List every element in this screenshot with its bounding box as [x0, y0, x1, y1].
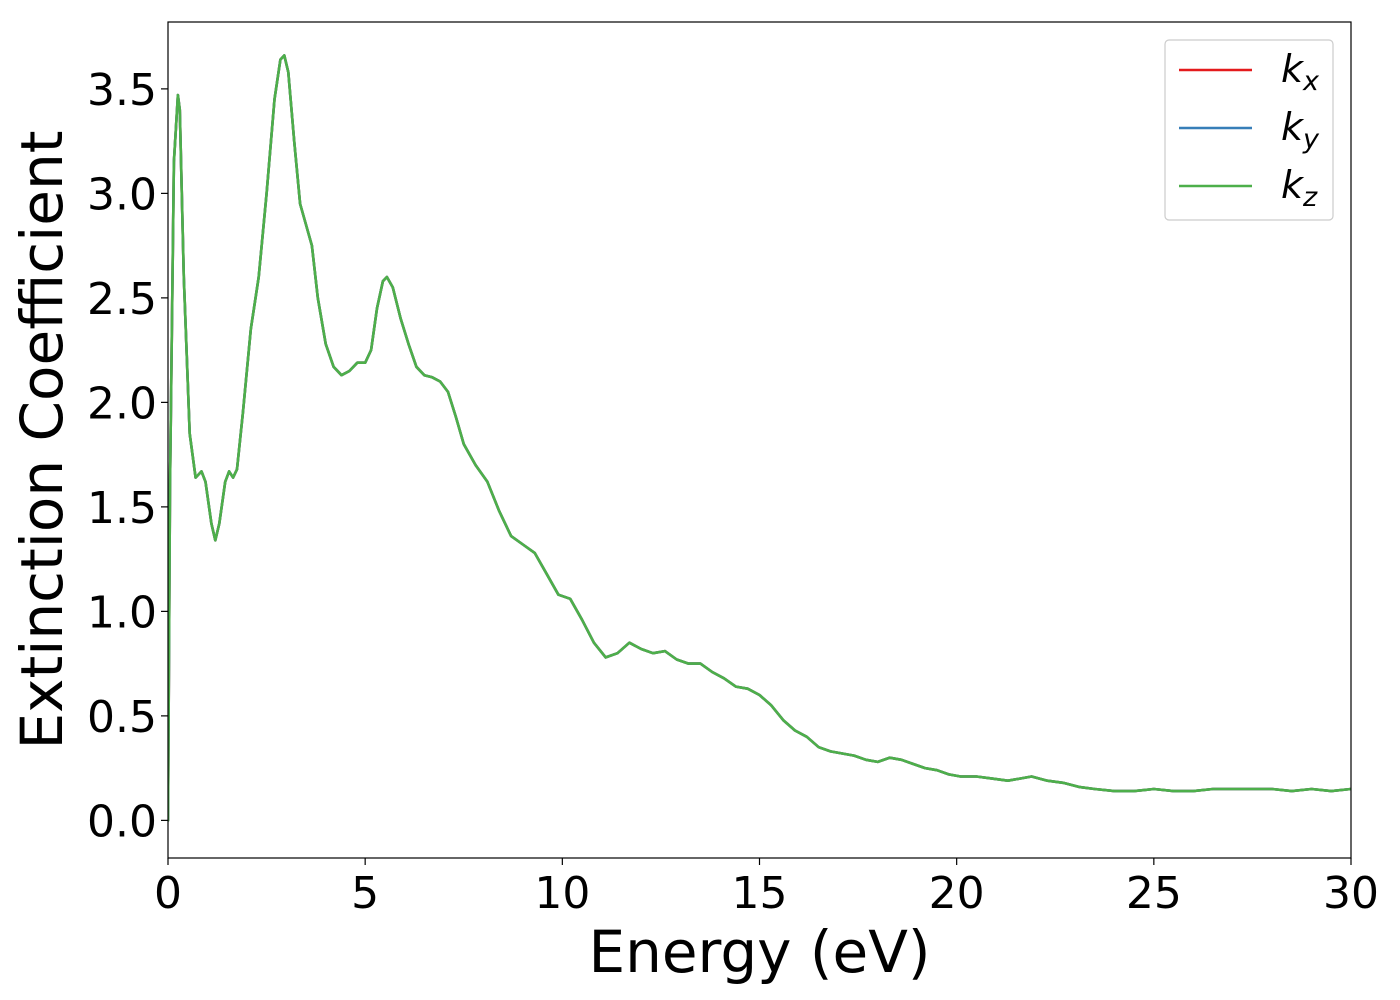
x-tick-label: 30: [1323, 868, 1379, 919]
legend-label-base: k: [1281, 105, 1305, 149]
legend-label: kz: [1281, 163, 1318, 213]
x-tick-label: 25: [1126, 868, 1182, 919]
series-layer: [168, 54, 1351, 822]
y-tick-label: 2.5: [87, 274, 157, 325]
x-tick-label: 15: [732, 868, 788, 919]
x-tick-label: 20: [929, 868, 985, 919]
series-line-kz: [168, 54, 1351, 822]
plot-area: [168, 22, 1351, 858]
y-tick-label: 1.5: [87, 483, 157, 534]
legend-label: kx: [1281, 47, 1320, 97]
legend-label-base: k: [1281, 47, 1305, 91]
y-tick-label: 1.0: [87, 587, 157, 638]
y-tick-label: 3.5: [87, 65, 157, 116]
y-tick-label: 3.0: [87, 169, 157, 220]
y-tick-label: 0.0: [87, 796, 157, 847]
y-axis-label: Extinction Coefficient: [8, 131, 76, 750]
legend-label-subscript: y: [1302, 124, 1320, 155]
x-tick-label: 10: [534, 868, 590, 919]
legend-label-subscript: x: [1302, 66, 1320, 97]
y-tick-label: 2.0: [87, 378, 157, 429]
legend-label: ky: [1281, 105, 1320, 155]
x-tick-label: 5: [351, 868, 379, 919]
x-axis-label: Energy (eV): [588, 918, 930, 986]
y-axis-ticks: 0.0 0.5 1.0 1.5 2.0 2.5 3.0 3.5: [87, 65, 168, 847]
y-tick-label: 0.5: [87, 692, 157, 743]
x-axis-ticks: 0 5 10 15 20 25 30: [154, 858, 1379, 919]
x-tick-label: 0: [154, 868, 182, 919]
legend-box: [1164, 39, 1334, 221]
legend-label-base: k: [1281, 163, 1305, 207]
legend-label-subscript: z: [1302, 182, 1318, 213]
